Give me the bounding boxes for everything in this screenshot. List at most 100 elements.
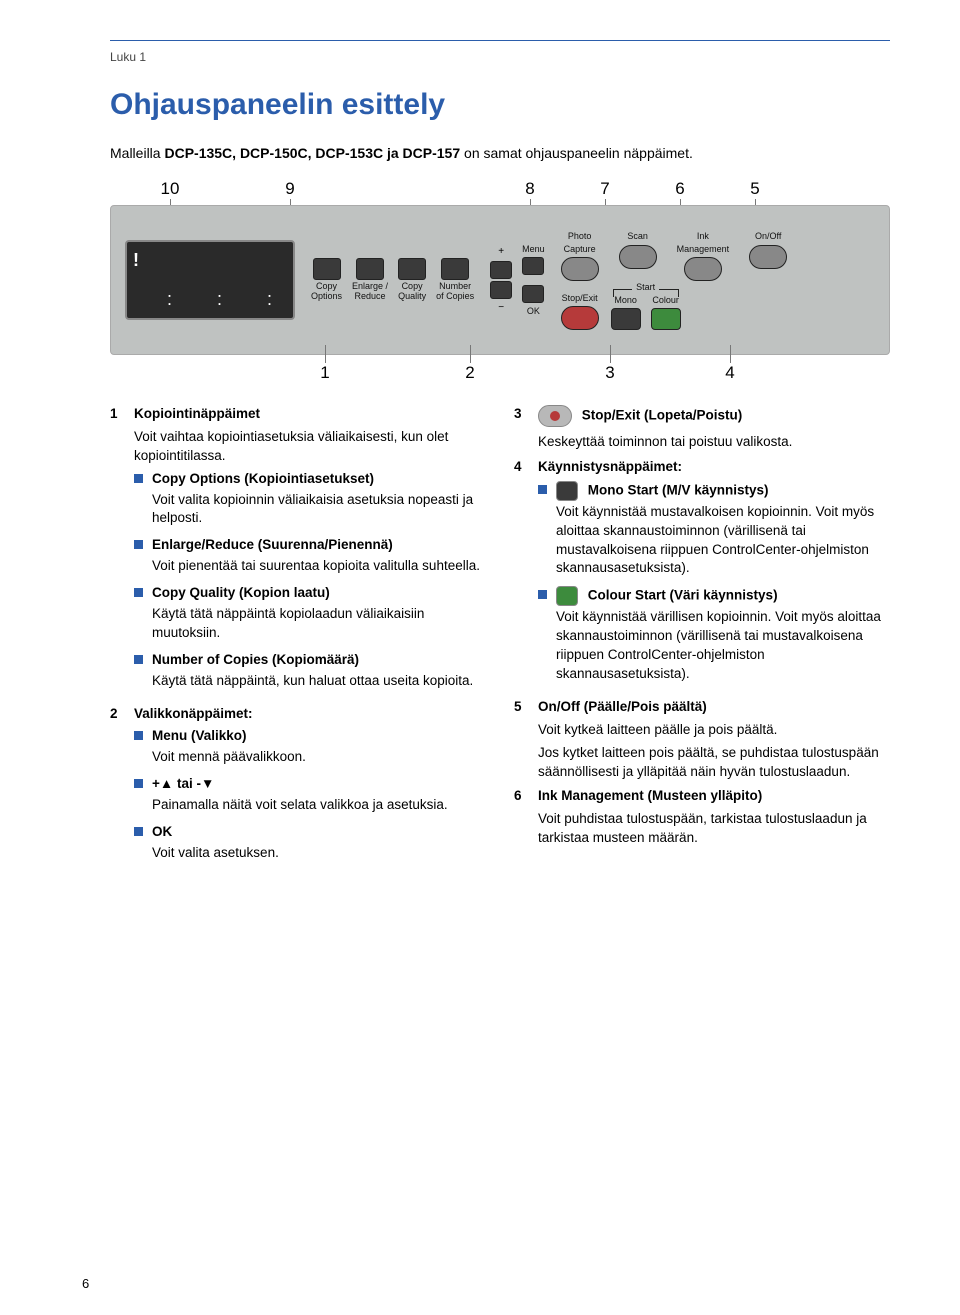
- item-1-b1: Copy Options (Kopiointiasetukset) Voit v…: [134, 470, 486, 529]
- item-1-desc: Voit vaihtaa kopiointiasetuksia väliaika…: [134, 428, 486, 466]
- stop-exit-label: Stop/Exit: [562, 292, 598, 305]
- item-1-b4-desc: Käytä tätä näppäintä, kun haluat ottaa u…: [152, 672, 486, 691]
- item-6: 6 Ink Management (Musteen ylläpito) Voit…: [514, 787, 890, 848]
- item-1-b4-title: Number of Copies (Kopiomäärä): [152, 652, 359, 667]
- mono-start-button: [611, 308, 641, 330]
- start-group: Start Mono Colour: [611, 289, 681, 330]
- ink-mgmt-button: [684, 257, 722, 281]
- plus-button: [490, 261, 512, 279]
- item-1-b1-title: Copy Options (Kopiointiasetukset): [152, 471, 374, 486]
- onoff-col: On/Off: [749, 230, 787, 269]
- mono-start-icon: [556, 481, 578, 501]
- item-1-b2-title: Enlarge/Reduce (Suurenna/Pienennä): [152, 537, 393, 552]
- header-rule: [110, 40, 890, 41]
- number-copies-label: Numberof Copies: [436, 282, 474, 302]
- item-5-d1: Voit kytkeä laitteen päälle ja pois pääl…: [538, 721, 890, 740]
- item-1-b4: Number of Copies (Kopiomäärä) Käytä tätä…: [134, 651, 486, 691]
- number-copies-col: Numberof Copies: [436, 258, 474, 302]
- item-1-b1-desc: Voit valita kopioinnin väliaikaisia aset…: [152, 491, 486, 529]
- item-6-d1: Voit puhdistaa tulostuspään, tarkistaa t…: [538, 810, 890, 848]
- chapter-label: Luku 1: [110, 49, 890, 66]
- item-5-num: 5: [514, 698, 528, 782]
- ink-mgmt-label: InkManagement: [677, 230, 730, 255]
- item-2-num: 2: [110, 705, 124, 871]
- scan-col: Scan: [619, 230, 657, 269]
- photo-capture-col: PhotoCapture: [561, 230, 599, 281]
- subtitle-suffix: on samat ohjauspaneelin näppäimet.: [460, 145, 693, 161]
- subtitle-prefix: Malleilla: [110, 145, 164, 161]
- top-callout-row: 10 9 8 7 6 5: [110, 177, 890, 201]
- minus-button: [490, 281, 512, 299]
- scan-label: Scan: [627, 230, 648, 243]
- bottom-oval-row: Stop/Exit Start Mono Colour: [561, 289, 788, 330]
- item-4-b1-title: Mono Start (M/V käynnistys): [588, 482, 769, 497]
- item-4-b2-desc: Voit käynnistää värillisen kopioinnin. V…: [556, 608, 890, 684]
- callout-2: 2: [390, 361, 550, 385]
- item-4-list: Mono Start (M/V käynnistys) Voit käynnis…: [538, 481, 890, 684]
- photo-capture-label: PhotoCapture: [564, 230, 596, 255]
- menu-button: [522, 257, 544, 275]
- callout-9: 9: [230, 177, 350, 201]
- item-2-b1: Menu (Valikko) Voit mennä päävalikkoon.: [134, 727, 486, 767]
- ok-button: [522, 285, 544, 303]
- item-1-b2: Enlarge/Reduce (Suurenna/Pienennä) Voit …: [134, 536, 486, 576]
- onoff-button: [749, 245, 787, 269]
- item-3-head: Stop/Exit (Lopeta/Poistu): [582, 408, 743, 423]
- item-2-b2-title: +▲ tai -▼: [152, 776, 214, 791]
- item-5: 5 On/Off (Päälle/Pois päältä) Voit kytke…: [514, 698, 890, 782]
- item-2-b2-desc: Painamalla näitä voit selata valikkoa ja…: [152, 796, 486, 815]
- copy-options-col: CopyOptions: [311, 258, 342, 302]
- subtitle-models: DCP-135C, DCP-150C, DCP-153C ja DCP-157: [164, 145, 460, 161]
- item-4-b1-desc: Voit käynnistää mustavalkoisen kopioinni…: [556, 503, 890, 579]
- copy-options-button: [313, 258, 341, 280]
- stop-exit-col: Stop/Exit: [561, 292, 599, 331]
- item-4-b2: Colour Start (Väri käynnistys) Voit käyn…: [538, 586, 890, 684]
- panel-body: ! : : : CopyOptions Enlarge /Reduce Copy…: [110, 205, 890, 355]
- mono-col: Mono: [611, 294, 641, 331]
- menu-group: + − Menu OK: [490, 243, 545, 318]
- page-title: Ohjauspaneelin esittely: [110, 84, 890, 126]
- item-3: 3 Stop/Exit (Lopeta/Poistu) Keskeyttää t…: [514, 405, 890, 452]
- callout-1: 1: [260, 361, 390, 385]
- page-number: 6: [82, 1275, 89, 1293]
- bottom-callout-row: 1 2 3 4: [110, 361, 890, 385]
- item-2: 2 Valikkonäppäimet: Menu (Valikko) Voit …: [110, 705, 486, 871]
- enlarge-reduce-button: [356, 258, 384, 280]
- item-1-num: 1: [110, 405, 124, 699]
- ink-mgmt-col: InkManagement: [677, 230, 730, 281]
- menu-ok-col: Menu OK: [522, 243, 545, 318]
- item-2-b1-title: Menu (Valikko): [152, 728, 247, 743]
- subtitle: Malleilla DCP-135C, DCP-150C, DCP-153C j…: [110, 144, 890, 164]
- callout-6: 6: [640, 177, 720, 201]
- item-3-desc: Keskeyttää toiminnon tai poistuu valikos…: [538, 433, 890, 452]
- item-1-b3-title: Copy Quality (Kopion laatu): [152, 585, 330, 600]
- number-copies-button: [441, 258, 469, 280]
- photo-capture-button: [561, 257, 599, 281]
- exclaim-icon: !: [133, 248, 139, 273]
- copy-quality-col: CopyQuality: [398, 258, 426, 302]
- onoff-label: On/Off: [755, 230, 781, 243]
- item-2-b1-desc: Voit mennä päävalikkoon.: [152, 748, 486, 767]
- item-2-b2: +▲ tai -▼ Painamalla näitä voit selata v…: [134, 775, 486, 815]
- item-6-num: 6: [514, 787, 528, 848]
- enlarge-reduce-label: Enlarge /Reduce: [352, 282, 388, 302]
- copy-quality-button: [398, 258, 426, 280]
- item-1-b2-desc: Voit pienentää tai suurentaa kopioita va…: [152, 557, 486, 576]
- plus-label: +: [498, 245, 504, 259]
- callout-8: 8: [490, 177, 570, 201]
- callout-10: 10: [110, 177, 230, 201]
- colour-start-button: [651, 308, 681, 330]
- control-panel-figure: 10 9 8 7 6 5 ! : : : CopyOptions Enlarge…: [110, 177, 890, 385]
- item-2-head: Valikkonäppäimet:: [134, 705, 486, 724]
- right-column: 3 Stop/Exit (Lopeta/Poistu) Keskeyttää t…: [514, 405, 890, 877]
- mode-button-row: PhotoCapture Scan InkManagement On/Off: [561, 230, 788, 281]
- item-6-head: Ink Management (Musteen ylläpito): [538, 787, 890, 806]
- stop-exit-icon: [538, 405, 572, 427]
- item-2-b3: OK Voit valita asetuksen.: [134, 823, 486, 863]
- start-label: Start: [632, 281, 659, 294]
- item-1-list: Copy Options (Kopiointiasetukset) Voit v…: [134, 470, 486, 691]
- plus-minus-group: + −: [490, 245, 512, 315]
- item-4-head: Käynnistysnäppäimet:: [538, 458, 890, 477]
- callout-5: 5: [720, 177, 790, 201]
- colour-start-icon: [556, 586, 578, 606]
